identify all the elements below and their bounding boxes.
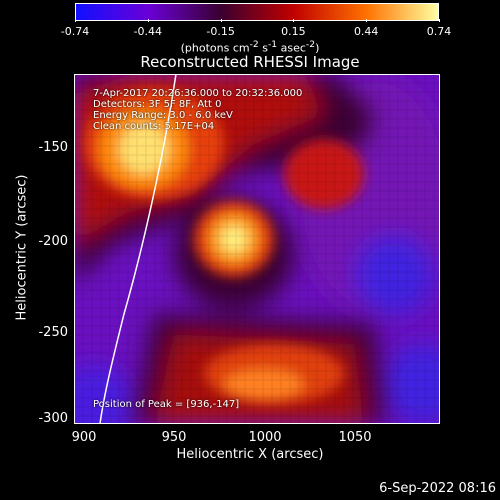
- xtick-label: 1000: [248, 430, 282, 445]
- colorbar-tick-mark: [75, 19, 76, 22]
- colorbar-tick-label: 0.44: [353, 25, 379, 38]
- colorbar: [75, 3, 439, 21]
- info-clean-counts: Clean counts: 5.17E+04: [93, 121, 215, 132]
- y-axis-label: Heliocentric Y (arcsec): [14, 174, 30, 321]
- info-detectors: Detectors: 3F 5F 8F, Att 0: [93, 99, 222, 110]
- info-peak-position: Position of Peak = [936,-147]: [93, 399, 240, 410]
- colorbar-tick-label: -0.44: [133, 25, 163, 38]
- info-energy: Energy Range: 3.0 - 6.0 keV: [93, 110, 233, 121]
- xtick-label: 950: [161, 430, 187, 445]
- solar-limb: [99, 74, 177, 424]
- rhessi-image: [74, 74, 440, 424]
- xtick-label: 900: [71, 430, 97, 445]
- colorbar-tick-mark: [293, 19, 295, 22]
- colorbar-tick-mark: [220, 19, 222, 22]
- plot-title: Reconstructed RHESSI Image: [140, 53, 360, 71]
- colorbar-tick-label: 0.74: [426, 25, 452, 38]
- ytick-label: -200: [38, 234, 68, 249]
- ytick-label: -300: [38, 411, 68, 426]
- colorbar-tick-label: -0.74: [60, 25, 90, 38]
- colorbar-units: (photons cm-2 s-1 asec-2): [180, 39, 320, 55]
- xtick-label: 1050: [338, 430, 372, 445]
- ytick-label: -150: [38, 140, 68, 155]
- timestamp-footer: 6-Sep-2022 08:16: [379, 481, 496, 496]
- colorbar-tick-mark: [439, 19, 440, 22]
- ytick-label: -250: [38, 325, 68, 340]
- colorbar-tick-mark: [366, 19, 368, 22]
- info-time: 7-Apr-2017 20:26:36.000 to 20:32:36.000: [93, 88, 303, 99]
- plot-frame: [74, 74, 440, 424]
- colorbar-tick-mark: [147, 19, 149, 22]
- colorbar-tick-label: 0.15: [281, 25, 306, 38]
- x-axis-label: Heliocentric X (arcsec): [176, 447, 324, 462]
- colorbar-tick-label: -0.15: [206, 25, 235, 38]
